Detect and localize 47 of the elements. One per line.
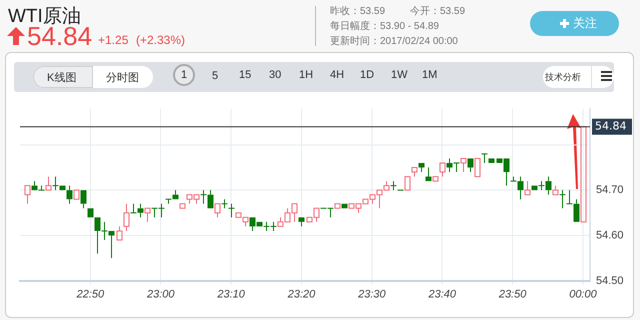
text: 1H xyxy=(299,69,314,81)
x-tick-label: 23:10 xyxy=(216,288,246,300)
candlestick xyxy=(426,167,432,182)
x-tick-label: 23:30 xyxy=(357,288,386,300)
text: 4H xyxy=(330,69,344,81)
candlestick xyxy=(390,180,397,191)
text: 更新时间：2017/02/24 00:00 xyxy=(330,34,458,48)
text: 1D xyxy=(360,69,374,81)
candlestick xyxy=(124,203,130,232)
candlestick xyxy=(144,208,150,222)
text: 15 xyxy=(239,69,252,81)
candlestick xyxy=(418,162,424,173)
candlestick xyxy=(559,190,566,209)
x-tick-label: 23:40 xyxy=(427,288,457,300)
text: +1.25 xyxy=(98,33,128,47)
text: 30 xyxy=(269,69,282,81)
text: 今开：53.59 xyxy=(410,5,466,18)
x-tick-label: 23:20 xyxy=(286,288,316,300)
candlestick xyxy=(228,203,235,218)
candlestick xyxy=(298,217,304,227)
x-tick-label: 23:50 xyxy=(498,288,528,300)
candlestick xyxy=(80,190,86,209)
candlestick xyxy=(481,153,488,164)
candlestick xyxy=(24,185,30,204)
x-tick-label: 00:00 xyxy=(569,288,598,300)
text: (+2.33%) xyxy=(136,33,186,47)
ref-line-label: 54.84 xyxy=(595,120,626,133)
candlestick xyxy=(46,176,52,191)
text: 分时图 xyxy=(106,71,139,85)
text: 关注 xyxy=(573,15,597,32)
text: 1W xyxy=(391,69,408,81)
x-tick-label: 23:00 xyxy=(146,288,176,300)
text: 5 xyxy=(212,70,218,82)
candlestick xyxy=(468,158,474,173)
text: 每日幅度：53.90 - 54.89 xyxy=(330,20,439,33)
y-tick-label: 54.50 xyxy=(596,274,624,287)
candlestick xyxy=(460,158,466,173)
candlestick xyxy=(221,198,228,209)
text: 1M xyxy=(422,69,438,81)
candlestick xyxy=(524,180,530,196)
text: K线图 xyxy=(47,71,76,85)
y-tick-label: 54.70 xyxy=(596,184,624,196)
x-tick-label: 22:50 xyxy=(76,288,106,300)
y-tick-label: 54.60 xyxy=(596,230,624,242)
candlestick xyxy=(66,185,72,204)
text: 昨收：53.59 xyxy=(330,5,386,18)
text: 技术分析 xyxy=(545,71,581,84)
